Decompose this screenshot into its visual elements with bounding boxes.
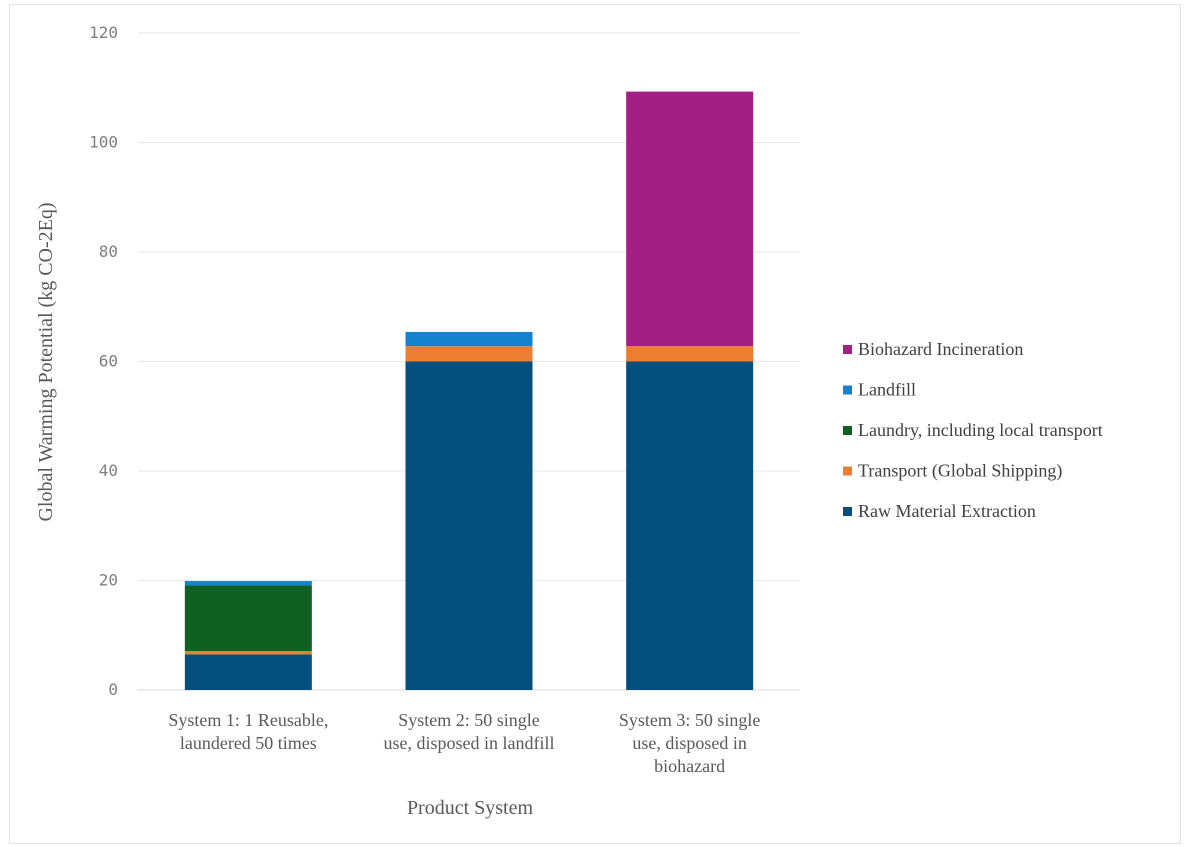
x-category-label: System 1: 1 Reusable, laundered 50 times — [168, 710, 328, 753]
x-category-label-line: laundered 50 times — [180, 733, 317, 753]
legend-item: Raw Material Extraction — [843, 501, 1036, 521]
bar-segment-landfill — [405, 331, 533, 347]
x-category-label-line: System 2: 50 single — [398, 710, 540, 730]
legend-item: Transport (Global Shipping) — [843, 461, 1062, 482]
legend-item: Biohazard Incineration — [843, 339, 1023, 359]
x-axis-title: Product System — [407, 797, 534, 819]
y-tick-label: 40 — [99, 461, 118, 480]
legend-label: Raw Material Extraction — [858, 501, 1036, 521]
y-axis-ticks: 0 20 40 60 80 100 120 — [89, 23, 118, 699]
y-tick-label: 20 — [99, 571, 118, 590]
y-tick-label: 0 — [108, 680, 118, 699]
x-category-label-line: use, disposed in — [632, 733, 747, 753]
x-category-label: System 3: 50 single use, disposed in bioha… — [619, 710, 761, 776]
y-tick-label: 80 — [99, 242, 118, 261]
legend-swatch — [843, 426, 852, 435]
y-axis-title: Global Warming Potential (kg CO-2Eq) — [35, 202, 57, 521]
bar-segment-laundry-including-local-transport — [184, 585, 312, 652]
x-category-label-line: biohazard — [654, 756, 725, 776]
bar-segment-biohazard-incineration — [626, 91, 754, 347]
legend: Biohazard Incineration Landfill Laundry, i… — [843, 339, 1103, 521]
chart-frame — [9, 4, 1181, 844]
legend-label: Landfill — [858, 380, 916, 400]
bar-segment-transport-global-shipping — [184, 651, 312, 655]
bar-segment-raw-material-extraction — [405, 361, 533, 690]
x-category-label-line: use, disposed in landfill — [384, 733, 555, 753]
legend-label: Laundry, including local transport — [858, 420, 1103, 440]
x-axis-categories: System 1: 1 Reusable, laundered 50 timesS… — [168, 710, 760, 776]
legend-swatch — [843, 466, 852, 476]
legend-swatch — [843, 345, 852, 354]
legend-item: Laundry, including local transport — [843, 420, 1103, 440]
x-category-label: System 2: 50 single use, disposed in land… — [384, 710, 555, 753]
bar-segment-transport-global-shipping — [405, 346, 533, 362]
legend-item: Landfill — [843, 380, 916, 400]
bar-segment-raw-material-extraction — [626, 361, 754, 690]
bars — [184, 91, 754, 690]
legend-swatch — [843, 507, 852, 516]
y-tick-label: 60 — [99, 352, 118, 371]
bar-segment-transport-global-shipping — [626, 346, 754, 362]
y-tick-label: 120 — [89, 23, 118, 42]
x-category-label-line: System 3: 50 single — [619, 710, 761, 730]
legend-label: Biohazard Incineration — [858, 339, 1023, 359]
legend-swatch — [843, 385, 852, 395]
y-tick-label: 100 — [89, 133, 118, 152]
legend-label: Transport (Global Shipping) — [858, 461, 1062, 482]
bar-segment-landfill — [184, 581, 312, 586]
x-category-label-line: System 1: 1 Reusable, — [168, 710, 328, 730]
bar-segment-raw-material-extraction — [184, 654, 312, 690]
